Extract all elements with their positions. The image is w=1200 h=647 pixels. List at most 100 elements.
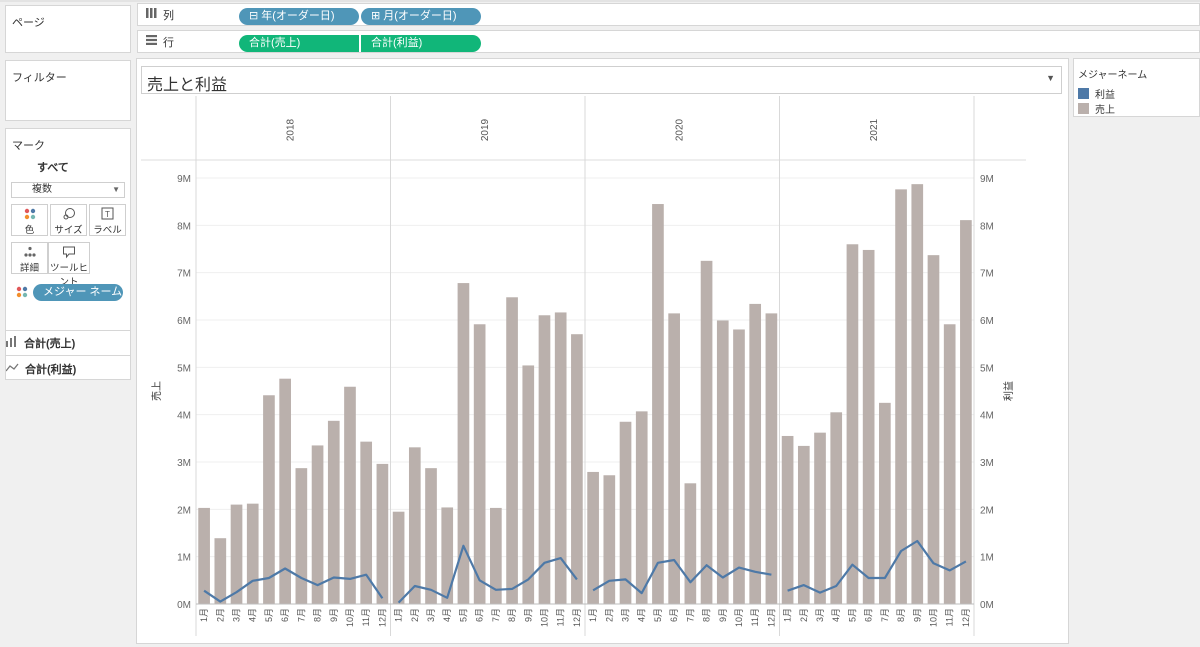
top-strip <box>0 0 1200 2</box>
month-tick-label: 7月 <box>880 608 890 622</box>
y2-tick-label: 3M <box>980 458 994 469</box>
y2-tick-label: 1M <box>980 553 994 564</box>
chevron-down-icon: ▼ <box>112 185 120 194</box>
month-tick-label: 4月 <box>831 608 841 622</box>
columns-shelf[interactable]: 列 ⊟ 年(オーダー日) ⊞ 月(オーダー日) <box>137 3 1200 26</box>
y-tick-label: 7M <box>177 269 191 280</box>
profit-line <box>592 558 772 595</box>
detail-button[interactable]: 詳細 <box>11 242 48 274</box>
month-tick-label: 12月 <box>766 608 776 627</box>
month-tick-label: 10月 <box>539 608 549 627</box>
sales-bar <box>814 432 826 604</box>
month-tick-label: 5月 <box>847 608 857 622</box>
bar-chart-icon <box>6 336 18 350</box>
mark-type-value: 複数 <box>32 184 52 195</box>
month-tick-label: 1月 <box>588 608 598 622</box>
month-tick-label: 12月 <box>572 608 582 627</box>
year-header: 2021 <box>869 118 880 141</box>
mark-type-dropdown[interactable]: 複数 ▼ <box>11 182 125 198</box>
size-button[interactable]: サイズ <box>50 204 87 236</box>
color-button[interactable]: 色 <box>11 204 48 236</box>
sales-bar <box>490 507 502 604</box>
month-tick-label: 6月 <box>475 608 485 622</box>
sales-bar <box>506 297 518 604</box>
sales-bar <box>733 329 745 604</box>
month-tick-label: 10月 <box>345 608 355 627</box>
month-tick-label: 8月 <box>507 608 517 622</box>
year-header: 2019 <box>480 118 491 141</box>
rows-shelf-label: 行 <box>146 31 174 52</box>
month-tick-label: 12月 <box>377 608 387 627</box>
chevron-down-icon[interactable]: ▼ <box>1046 73 1055 83</box>
month-tick-label: 4月 <box>637 608 647 622</box>
marks-all-tab[interactable]: すべて <box>37 162 69 174</box>
row-pill-sales[interactable]: 合計(売上) <box>239 35 359 52</box>
color-button-label: 色 <box>24 225 35 236</box>
sales-bar <box>830 412 843 604</box>
sales-bar <box>376 463 389 604</box>
tooltip-button[interactable]: ツールヒント <box>48 242 90 288</box>
sales-bar <box>263 395 275 604</box>
sales-bar <box>279 378 291 604</box>
rows-shelf[interactable]: 行 合計(売上) 合計(利益) <box>137 30 1200 53</box>
y2-tick-label: 2M <box>980 505 994 516</box>
y2-tick-label: 8M <box>980 221 994 232</box>
y2-tick-label: 7M <box>980 269 994 280</box>
sales-bar <box>554 312 567 604</box>
month-tick-label: 3月 <box>426 608 436 622</box>
sales-bar <box>960 220 972 605</box>
color-measure-pill[interactable]: メジャー ネーム <box>33 284 123 301</box>
label-button[interactable]: T ラベル <box>89 204 126 236</box>
measure-tab-sales[interactable]: 合計(売上) <box>6 335 75 351</box>
sales-bar <box>360 441 373 604</box>
y-tick-label: 3M <box>177 458 191 469</box>
columns-icon <box>146 8 157 21</box>
sales-bar <box>927 255 940 605</box>
worksheet-title-box[interactable]: 売上と利益 ▼ <box>141 66 1062 94</box>
columns-shelf-label: 列 <box>146 4 174 25</box>
filters-card[interactable]: フィルター <box>5 60 131 121</box>
year-header: 2018 <box>285 118 296 141</box>
y-tick-label: 4M <box>177 411 191 422</box>
month-tick-label: 4月 <box>442 608 452 622</box>
month-tick-label: 11月 <box>556 608 566 626</box>
detail-dots-icon <box>12 245 47 260</box>
month-tick-label: 1月 <box>199 608 209 622</box>
size-button-label: サイズ <box>54 225 83 236</box>
line-chart-icon <box>5 362 19 376</box>
row-pill-profit[interactable]: 合計(利益) <box>361 35 481 52</box>
sales-bar <box>295 468 308 604</box>
month-tick-label: 2月 <box>215 608 225 622</box>
sales-bar <box>311 445 324 604</box>
month-tick-label: 2月 <box>799 608 809 622</box>
sales-bar <box>700 260 713 604</box>
month-tick-label: 7月 <box>685 608 695 622</box>
sales-bar <box>392 511 405 604</box>
sales-bar <box>214 538 227 604</box>
month-tick-label: 5月 <box>264 608 274 622</box>
sales-bar <box>911 184 924 605</box>
month-tick-label: 6月 <box>864 608 874 622</box>
legend-item-profit[interactable]: 利益 <box>1078 86 1115 101</box>
sales-bar <box>344 386 356 604</box>
marks-title: マーク <box>12 140 45 152</box>
sales-bar <box>522 365 535 604</box>
sales-bar <box>943 324 956 604</box>
y-tick-label: 9M <box>177 174 191 185</box>
column-pill-year[interactable]: ⊟ 年(オーダー日) <box>239 8 359 25</box>
sales-bar <box>603 475 616 604</box>
sales-bar <box>862 249 875 605</box>
measure-tab-profit[interactable]: 合計(利益) <box>5 361 76 377</box>
month-tick-label: 3月 <box>815 608 825 622</box>
month-tick-label: 5月 <box>653 608 663 622</box>
pages-card[interactable]: ページ <box>5 5 131 53</box>
sales-bar <box>473 324 486 604</box>
y2-tick-label: 5M <box>980 363 994 374</box>
sales-bar <box>408 447 421 604</box>
month-tick-label: 11月 <box>945 608 955 626</box>
size-icon <box>51 207 86 222</box>
legend-item-sales[interactable]: 売上 <box>1078 101 1115 116</box>
y-tick-label: 2M <box>177 505 191 516</box>
sales-bar <box>846 244 859 604</box>
column-pill-month[interactable]: ⊞ 月(オーダー日) <box>361 8 481 25</box>
